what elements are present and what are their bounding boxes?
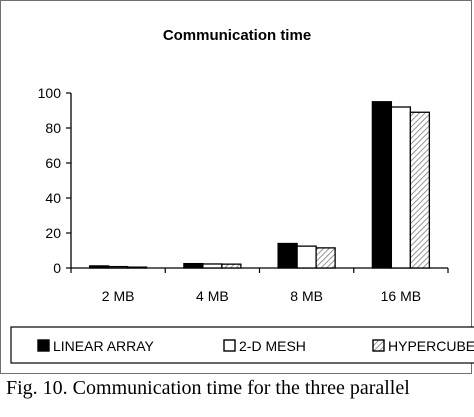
legend: LINEAR ARRAY 2-D MESH HYPERCUBE (10, 326, 474, 364)
y-tick-label: 60 (45, 155, 61, 171)
y-tick-label: 40 (45, 190, 61, 206)
bar (221, 263, 242, 269)
bar (315, 247, 336, 269)
x-tick-label: 16 MB (381, 288, 421, 304)
legend-swatch (223, 339, 236, 352)
legend-swatch (372, 339, 385, 352)
bar (88, 265, 110, 269)
bar (390, 106, 412, 269)
y-tick-label: 100 (38, 85, 62, 101)
legend-label: LINEAR ARRAY (53, 338, 155, 354)
bar (409, 111, 431, 269)
y-tick-label: 0 (53, 260, 61, 276)
x-tick-label: 2 MB (102, 288, 135, 304)
legend-label: HYPERCUBE (388, 338, 474, 354)
bar (296, 245, 317, 269)
bar (107, 265, 129, 269)
bar (126, 266, 148, 269)
y-tick-label: 80 (45, 120, 61, 136)
bar (183, 262, 204, 269)
x-tick-label: 8 MB (290, 288, 323, 304)
legend-label: 2-D MESH (239, 338, 306, 354)
bar (202, 263, 223, 269)
legend-box (10, 326, 474, 364)
bar (277, 242, 298, 269)
legend-swatch (37, 339, 50, 352)
bars (88, 101, 431, 269)
caption-line-1: Fig. 10. Communication time for the thre… (6, 377, 410, 399)
chart-title: Communication time (163, 27, 311, 44)
bar (371, 101, 393, 269)
x-tick-label: 4 MB (196, 288, 229, 304)
figure-caption: Fig. 10. Communication time for the thre… (6, 376, 474, 400)
communication-time-chart: Communication time 0 20 40 60 80 100 2 MB 4 MB 8… (10, 27, 474, 364)
y-tick-label: 20 (45, 225, 61, 241)
